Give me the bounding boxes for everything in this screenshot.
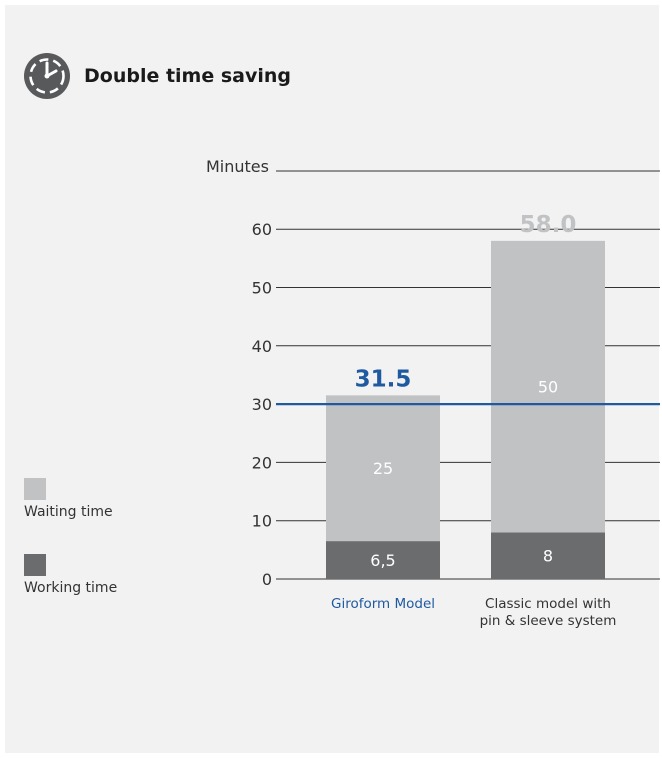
y-tick-label: 0 xyxy=(262,570,272,589)
legend-label-working: Working time xyxy=(24,580,118,596)
bar-total-label: 31.5 xyxy=(355,366,412,392)
data-label-waiting: 25 xyxy=(373,459,393,478)
y-tick-label: 50 xyxy=(252,279,272,298)
y-tick-label: 40 xyxy=(252,337,272,356)
data-label-working: 8 xyxy=(543,547,553,566)
chart-header: Double time saving xyxy=(22,50,291,102)
x-category-label: pin & sleeve system xyxy=(480,613,617,629)
bar-waiting-0 xyxy=(326,395,440,542)
data-label-working: 6,5 xyxy=(370,551,395,570)
legend-swatch-working xyxy=(24,554,46,576)
legend-swatch-waiting xyxy=(24,478,46,500)
legend-item-waiting: Waiting time xyxy=(24,478,113,520)
y-tick-label: 20 xyxy=(252,453,272,472)
x-category-label: Classic model with xyxy=(485,596,611,612)
clock-icon xyxy=(24,53,70,99)
y-tick-label: 30 xyxy=(252,395,272,414)
legend-label-waiting: Waiting time xyxy=(24,504,113,520)
bar-waiting-1 xyxy=(491,240,605,533)
bar-working-0 xyxy=(326,541,440,579)
y-tick-label: 10 xyxy=(252,512,272,531)
chart-title: Double time saving xyxy=(84,65,292,87)
legend-item-working: Working time xyxy=(24,554,117,596)
bar-working-1 xyxy=(491,532,605,579)
x-category-label: Giroform Model xyxy=(331,596,435,612)
data-label-waiting: 50 xyxy=(538,378,558,397)
y-axis-title: Minutes xyxy=(206,157,269,176)
y-tick-label: 60 xyxy=(252,220,272,239)
bar-total-label: 58.0 xyxy=(520,212,577,238)
